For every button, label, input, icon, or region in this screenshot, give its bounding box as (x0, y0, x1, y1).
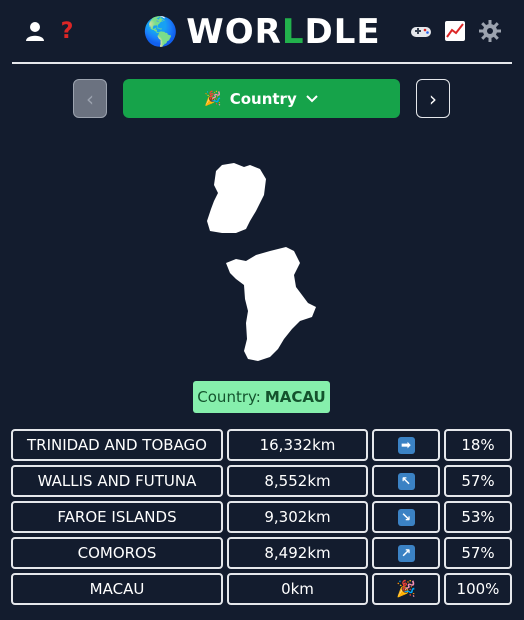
arrow-up-right-icon: ↗ (397, 544, 415, 562)
guess-distance: 9,302km (227, 501, 368, 533)
guess-row: MACAU 0km 🎉 100% (11, 573, 513, 605)
top-bar: ? 🌎 WORLDLE (12, 0, 512, 64)
party-icon: 🎉 (396, 579, 416, 598)
app-title: 🌎 WORLDLE (12, 12, 512, 52)
next-button[interactable]: › (416, 79, 450, 118)
globe-icon: 🌎 (143, 15, 179, 48)
guess-country: FAROE ISLANDS (11, 501, 223, 533)
guess-proximity: 53% (444, 501, 512, 533)
guess-row: COMOROS 8,492km ↗ 57% (11, 537, 513, 569)
answer-badge: Country: MACAU (193, 381, 330, 413)
answer-value: MACAU (264, 388, 326, 406)
guess-proximity: 57% (444, 537, 512, 569)
chevron-down-icon (306, 94, 318, 102)
guess-proximity: 18% (444, 429, 512, 461)
guess-list: TRINIDAD AND TOBAGO 16,332km ➡ 18% WALLI… (11, 429, 513, 609)
gamepad-icon[interactable] (408, 18, 434, 44)
title-text: WORLDLE (186, 12, 381, 52)
guess-distance: 8,492km (227, 537, 368, 569)
help-icon[interactable]: ? (60, 18, 74, 44)
guess-direction: ↘ (372, 501, 440, 533)
user-icon[interactable] (22, 18, 48, 44)
arrow-down-right-icon: ↘ (397, 508, 415, 526)
guess-direction: ➡ (372, 429, 440, 461)
guess-row: WALLIS AND FUTUNA 8,552km ↖ 57% (11, 465, 513, 497)
guess-distance: 8,552km (227, 465, 368, 497)
guess-country: MACAU (11, 573, 223, 605)
guess-direction: ↖ (372, 465, 440, 497)
party-icon: 🎉 (204, 90, 222, 107)
guess-country: COMOROS (11, 537, 223, 569)
guess-proximity: 100% (444, 573, 512, 605)
guess-row: FAROE ISLANDS 9,302km ↘ 53% (11, 501, 513, 533)
mode-label: Country (229, 89, 297, 108)
previous-button[interactable]: ‹ (73, 79, 107, 118)
guess-direction: 🎉 (372, 573, 440, 605)
country-map-silhouette (207, 163, 316, 361)
guess-direction: ↗ (372, 537, 440, 569)
guess-row: TRINIDAD AND TOBAGO 16,332km ➡ 18% (11, 429, 513, 461)
guess-country: TRINIDAD AND TOBAGO (11, 429, 223, 461)
answer-label: Country: (197, 388, 261, 406)
mode-select-button[interactable]: 🎉 Country (123, 79, 400, 118)
arrow-right-icon: ➡ (397, 436, 415, 454)
guess-distance: 16,332km (227, 429, 368, 461)
guess-country: WALLIS AND FUTUNA (11, 465, 223, 497)
stats-icon[interactable] (442, 18, 468, 44)
arrow-up-left-icon: ↖ (397, 472, 415, 490)
guess-proximity: 57% (444, 465, 512, 497)
chevron-left-icon: ‹ (86, 86, 94, 111)
chevron-right-icon: › (429, 86, 437, 111)
guess-distance: 0km (227, 573, 368, 605)
settings-icon[interactable] (477, 18, 503, 44)
